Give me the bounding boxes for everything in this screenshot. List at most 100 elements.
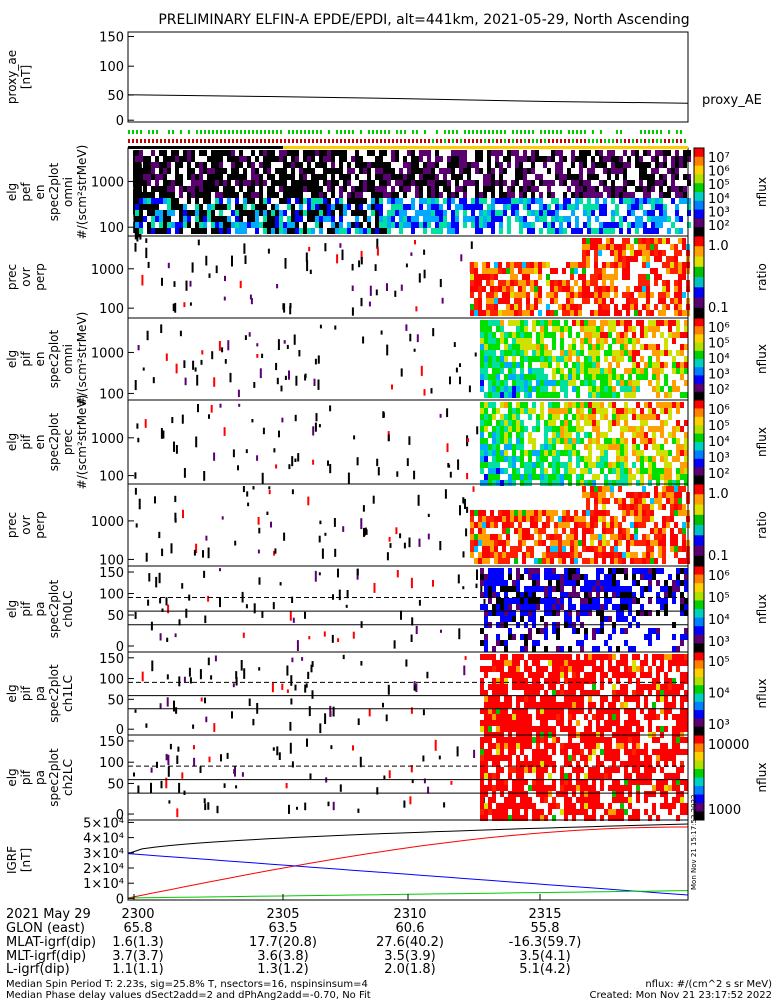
data-pixel <box>137 437 140 443</box>
data-pixel <box>480 362 484 368</box>
data-pixel <box>423 269 426 279</box>
data-pixel <box>255 192 259 198</box>
data-pixel <box>676 320 680 326</box>
data-pixel <box>331 222 335 228</box>
data-pixel <box>347 168 351 174</box>
data-pixel <box>475 162 479 168</box>
data-pixel <box>636 386 640 392</box>
data-pixel <box>523 204 527 210</box>
data-pixel <box>324 713 327 724</box>
data-pixel <box>523 174 527 180</box>
data-pixel <box>187 168 191 174</box>
data-pixel <box>646 546 650 552</box>
data-pixel <box>687 156 691 162</box>
data-pixel <box>567 198 571 204</box>
data-pixel <box>524 380 528 386</box>
data-pixel <box>371 228 375 234</box>
data-pixel <box>572 362 576 368</box>
data-pixel <box>528 684 532 690</box>
data-pixel <box>363 216 367 222</box>
data-pixel <box>651 228 655 234</box>
data-pixel <box>480 640 484 646</box>
data-pixel <box>632 444 636 450</box>
axis-label-line: elg <box>5 433 19 451</box>
data-pixel <box>315 222 319 228</box>
data-pixel <box>599 162 603 168</box>
data-pixel <box>564 374 568 380</box>
data-pixel <box>494 274 498 280</box>
data-pixel <box>534 558 538 564</box>
data-pixel <box>490 280 494 286</box>
data-pixel <box>604 392 608 398</box>
data-pixel <box>292 617 295 623</box>
data-pixel <box>632 392 636 398</box>
data-pixel <box>171 186 175 192</box>
data-pixel <box>203 186 207 192</box>
data-pixel <box>540 380 544 386</box>
data-pixel <box>648 480 652 486</box>
data-pixel <box>639 216 643 222</box>
data-pixel <box>480 420 484 426</box>
data-pixel <box>235 168 239 174</box>
data-pixel <box>167 204 171 210</box>
data-pixel <box>506 522 510 528</box>
data-pixel <box>600 456 604 462</box>
data-pixel <box>492 320 496 326</box>
data-pixel <box>672 332 676 338</box>
data-pixel <box>586 250 590 256</box>
data-pixel <box>572 344 576 350</box>
data-pixel <box>595 198 599 204</box>
data-pixel <box>327 204 331 210</box>
data-pixel <box>267 162 271 168</box>
data-pixel <box>600 408 604 414</box>
data-pixel <box>536 684 540 690</box>
data-pixel <box>482 558 486 564</box>
data-pixel <box>600 380 604 386</box>
data-pixel <box>580 456 584 462</box>
data-pixel <box>335 204 339 210</box>
data-pixel <box>467 180 471 186</box>
data-pixel <box>642 504 646 510</box>
data-pixel <box>299 228 303 234</box>
data-pixel <box>500 338 504 344</box>
data-pixel <box>580 646 584 652</box>
data-pixel <box>642 262 646 268</box>
data-pixel <box>526 280 530 286</box>
data-pixel <box>558 540 562 546</box>
data-pixel <box>510 522 514 528</box>
data-pixel <box>610 286 614 292</box>
data-pixel <box>586 498 590 504</box>
data-pixel <box>483 210 487 216</box>
data-pixel <box>518 280 522 286</box>
data-pixel <box>175 174 179 180</box>
data-pixel <box>574 540 578 546</box>
data-pixel <box>632 338 636 344</box>
data-pixel <box>211 210 215 216</box>
data-pixel <box>608 580 612 586</box>
data-pixel <box>323 198 327 204</box>
data-pixel <box>510 304 514 310</box>
data-pixel <box>516 380 520 386</box>
data-pixel <box>439 216 443 222</box>
data-pixel <box>423 180 427 186</box>
data-pixel <box>500 726 504 732</box>
data-pixel <box>566 304 570 310</box>
data-pixel <box>554 522 558 528</box>
data-pixel <box>650 238 654 244</box>
data-pixel <box>656 320 660 326</box>
data-pixel <box>500 480 504 486</box>
data-pixel <box>492 368 496 374</box>
data-pixel <box>656 368 660 374</box>
data-pixel <box>544 616 548 622</box>
data-pixel <box>516 402 520 408</box>
data-pixel <box>682 268 686 274</box>
data-pixel <box>654 558 658 564</box>
data-pixel <box>616 628 620 634</box>
data-pixel <box>208 273 211 278</box>
data-pixel <box>674 292 678 298</box>
data-pixel <box>414 239 416 245</box>
data-pixel <box>355 210 359 216</box>
data-pixel <box>299 210 303 216</box>
data-pixel <box>571 156 575 162</box>
data-pixel <box>367 180 371 186</box>
